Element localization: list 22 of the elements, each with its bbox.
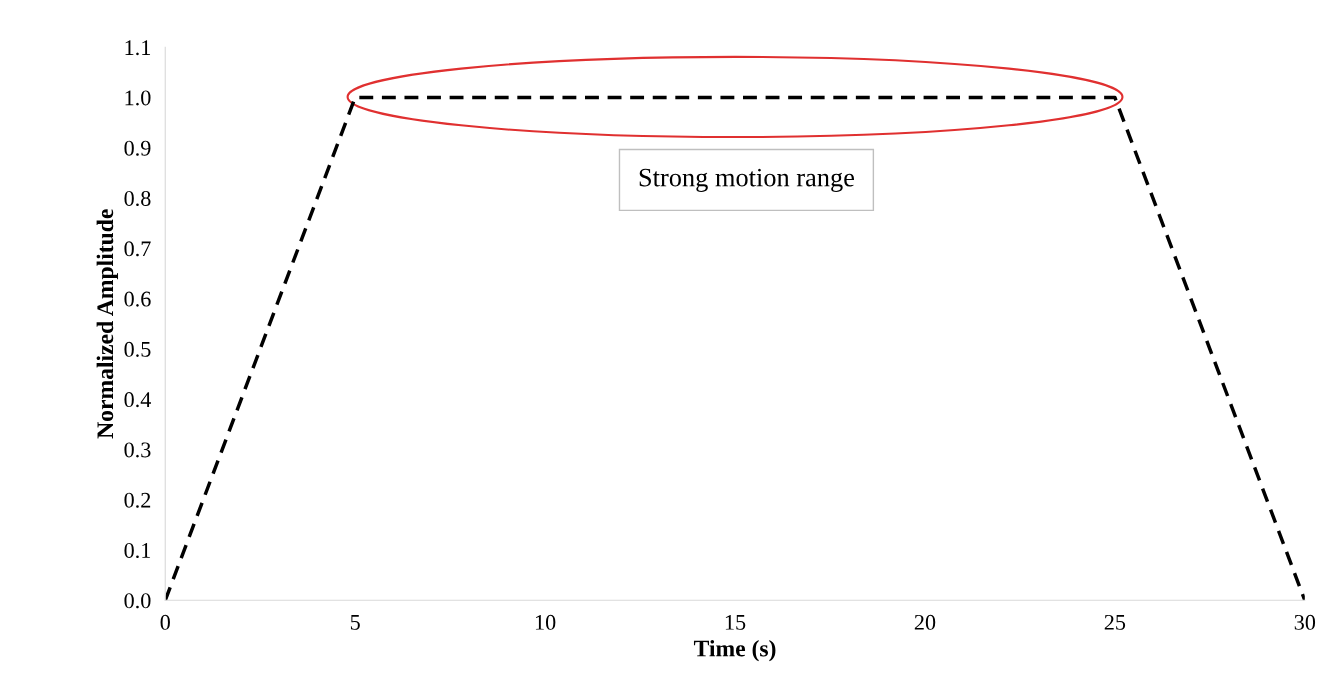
y-axis-title: Normalized Amplitude [96,209,119,439]
y-tick-label: 0.3 [124,442,151,458]
x-tick-label: 30 [1294,614,1316,630]
y-tick-label: 0.1 [124,542,151,559]
y-tick-label: 0.5 [124,341,151,357]
x-tick-label: 20 [914,614,936,630]
x-tick-label: 25 [1104,614,1126,630]
y-tick-label: 0.6 [124,291,151,307]
annotation: Strong motion range [639,168,854,192]
y-tick-label: 0.8 [124,190,151,207]
y-tick-label: 0.2 [124,492,151,508]
x-tick-label: 0 [160,614,170,630]
y-tick-label: 0.0 [124,593,151,609]
x-tick-label: 5 [350,615,360,630]
x-axis-title: Time (s) [693,639,776,662]
y-tick-label: 1.0 [125,90,151,106]
x-tick-label: 15 [725,614,746,630]
y-tick-label: 0.9 [124,140,151,156]
y-tick-label: 0.7 [124,241,151,257]
x-tick-label: 10 [535,614,556,630]
y-tick-label: 1.1 [125,40,151,56]
y-tick-label: 0.4 [124,392,152,408]
